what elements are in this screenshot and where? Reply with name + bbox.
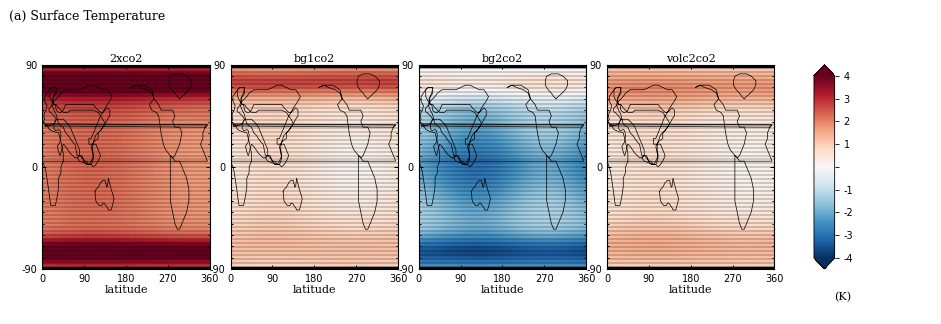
Title: 2xco2: 2xco2: [109, 54, 143, 64]
X-axis label: latitude: latitude: [481, 285, 524, 295]
Text: (a) Surface Temperature: (a) Surface Temperature: [9, 10, 166, 23]
Title: bg2co2: bg2co2: [482, 54, 523, 64]
X-axis label: latitude: latitude: [293, 285, 336, 295]
X-axis label: latitude: latitude: [669, 285, 712, 295]
Title: volc2co2: volc2co2: [666, 54, 715, 64]
Text: (K): (K): [834, 292, 851, 302]
X-axis label: latitude: latitude: [104, 285, 148, 295]
Title: bg1co2: bg1co2: [294, 54, 335, 64]
PathPatch shape: [814, 65, 835, 76]
PathPatch shape: [814, 258, 835, 269]
